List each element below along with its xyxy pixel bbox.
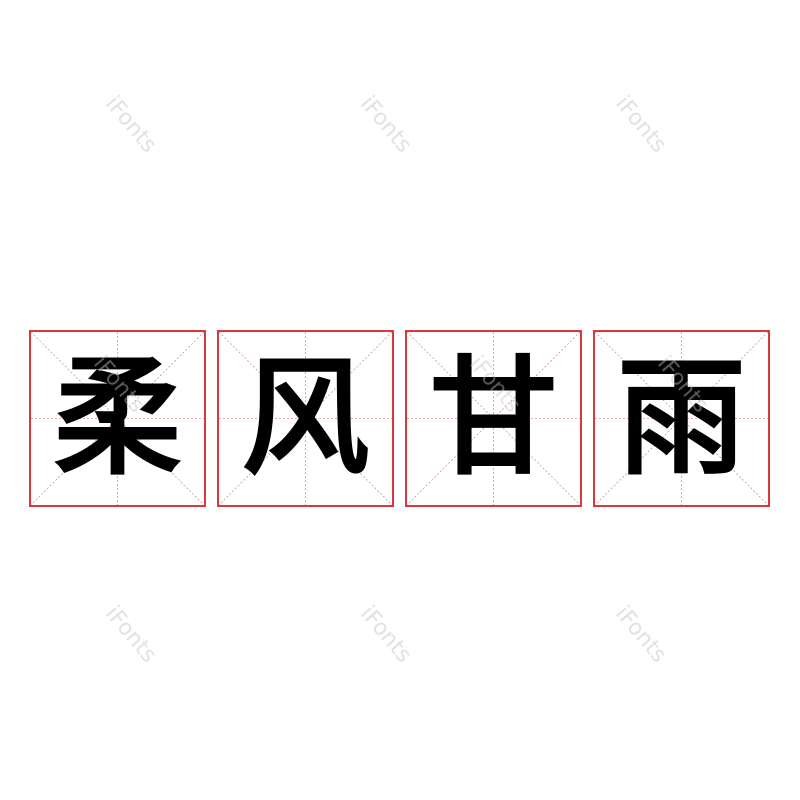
watermark-bottom-right: iFonts <box>610 601 672 668</box>
watermark-top-right: iFonts <box>610 91 672 158</box>
watermark-bottom-center: iFonts <box>355 601 417 668</box>
character: 柔 <box>53 343 182 493</box>
character: 雨 <box>617 343 746 493</box>
watermark-top-left: iFonts <box>100 91 162 158</box>
character-grid-box: 风 <box>217 330 394 507</box>
character-grid-box: 甘 iFonts <box>405 330 582 507</box>
tian-zi-ge-guides <box>31 332 204 505</box>
tian-zi-ge-guides <box>595 332 768 505</box>
tian-zi-ge-guides <box>407 332 580 505</box>
watermark-bottom-left: iFonts <box>100 601 162 668</box>
character-grid-box: 雨 iFonts <box>593 330 770 507</box>
watermark-top-center: iFonts <box>355 91 417 158</box>
character-grid-box: 柔 iFonts <box>29 330 206 507</box>
character: 甘 <box>429 343 558 493</box>
character: 风 <box>241 343 370 493</box>
tian-zi-ge-guides <box>219 332 392 505</box>
